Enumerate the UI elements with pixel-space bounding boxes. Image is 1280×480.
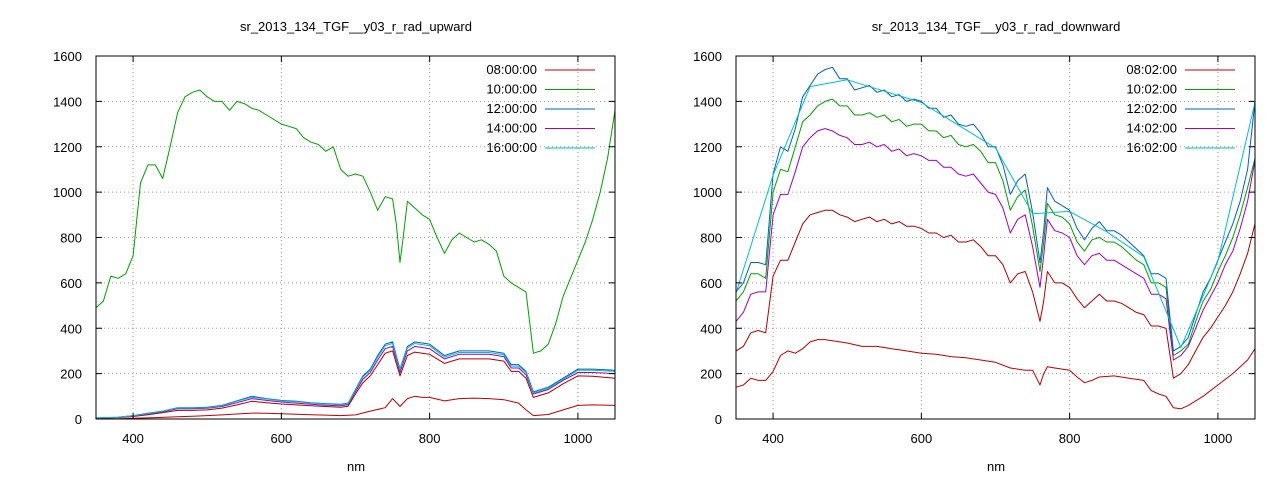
y-tick-label: 800 xyxy=(700,231,722,246)
y-tick-label: 1600 xyxy=(693,49,722,64)
series-line xyxy=(95,395,616,420)
legend-label: 08:02:00 xyxy=(1126,62,1177,77)
legend: 08:02:00 10:02:00 12:02:00 14:02:00 16:02:00 xyxy=(1126,62,1235,155)
x-tick-label: 1000 xyxy=(563,431,592,446)
y-tick-label: 400 xyxy=(700,321,722,336)
chart-upward: sr_2013_134_TGF__y03_r_rad_upward nm 0 20… xyxy=(53,19,616,474)
chart-title: sr_2013_134_TGF__y03_r_rad_upward xyxy=(240,19,472,34)
series-line xyxy=(95,89,616,354)
y-tick-label: 800 xyxy=(60,231,82,246)
grid xyxy=(96,56,615,419)
plot-frame xyxy=(95,55,616,420)
x-tick-label: 800 xyxy=(1059,431,1081,446)
legend-label: 10:00:00 xyxy=(486,82,537,97)
y-tick-label: 0 xyxy=(75,412,82,427)
legend: 08:00:00 10:00:00 12:00:00 14:00:00 16:00:00 xyxy=(486,62,595,155)
series-line xyxy=(735,128,1256,361)
legend-label: 12:00:00 xyxy=(486,101,537,116)
y-tick-label: 400 xyxy=(60,321,82,336)
legend-label: 16:02:00 xyxy=(1126,140,1177,155)
y-tick-label: 1400 xyxy=(53,94,82,109)
y-tick-label: 200 xyxy=(700,367,722,382)
series-line xyxy=(735,98,1256,356)
x-tick-label: 600 xyxy=(911,431,933,446)
y-tick-label: 1000 xyxy=(53,185,82,200)
series-line xyxy=(95,341,616,419)
y-tick-label: 1400 xyxy=(693,94,722,109)
series-lines xyxy=(735,66,1256,410)
x-tick-label: 600 xyxy=(271,431,293,446)
legend-label: 08:00:00 xyxy=(486,62,537,77)
legend-label: 16:00:00 xyxy=(486,140,537,155)
y-tick-label: 1200 xyxy=(53,140,82,155)
x-tick-label: 800 xyxy=(419,431,441,446)
series-line xyxy=(735,209,1256,379)
y-tick-label: 1000 xyxy=(693,185,722,200)
x-tick-label: 400 xyxy=(122,431,144,446)
series-line xyxy=(95,345,616,419)
y-tick-label: 0 xyxy=(715,412,722,427)
legend-label: 10:02:00 xyxy=(1126,82,1177,97)
y-tick-label: 600 xyxy=(60,276,82,291)
legend-label: 14:00:00 xyxy=(486,121,537,136)
x-axis-label: nm xyxy=(987,459,1005,474)
series-line xyxy=(95,343,616,419)
series-lines xyxy=(95,89,616,420)
grid xyxy=(736,56,1255,419)
legend-label: 14:02:00 xyxy=(1126,121,1177,136)
y-tick-label: 1200 xyxy=(693,140,722,155)
series-line xyxy=(735,79,1256,348)
x-tick-label: 1000 xyxy=(1203,431,1232,446)
chart-title: sr_2013_134_TGF__y03_r_rad_downward xyxy=(872,19,1121,34)
series-line xyxy=(735,339,1256,410)
series-line xyxy=(735,66,1256,352)
x-tick-label: 400 xyxy=(762,431,784,446)
y-tick-label: 200 xyxy=(60,367,82,382)
y-tick-label: 600 xyxy=(700,276,722,291)
chart-downward: sr_2013_134_TGF__y03_r_rad_downward nm 0… xyxy=(693,19,1256,474)
legend-label: 12:02:00 xyxy=(1126,101,1177,116)
series-line xyxy=(95,350,616,419)
x-axis-label: nm xyxy=(347,459,365,474)
y-tick-label: 1600 xyxy=(53,49,82,64)
